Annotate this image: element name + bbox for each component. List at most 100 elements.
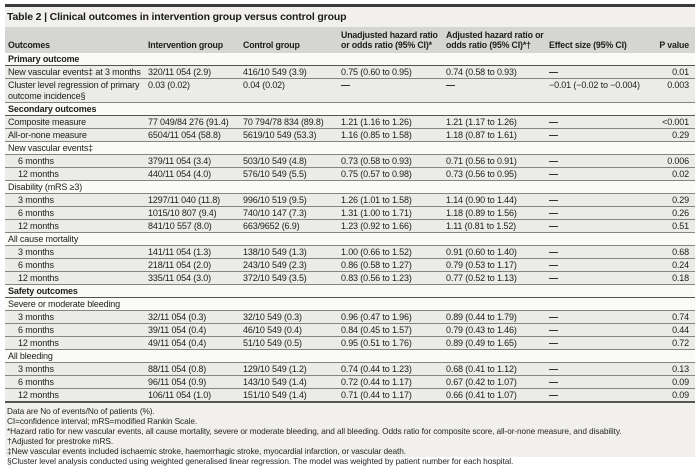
footnote-line: ‡New vascular events included ischaemic … [7,445,406,456]
data-row: 12 months 49/11 054 (0.4) 51/10 549 (0.5) 0… [5,336,695,350]
data-row: 6 months 379/11 054 (3.4) 503/10 549 (4.8)… [5,154,695,168]
outcome-label: 12 months [5,271,145,285]
cell-control: 32/10 549 (0.3) [240,310,338,324]
cell-intervention: 379/11 054 (3.4) [145,154,240,168]
cell-p-value: 0.18 [651,271,695,285]
cell-p-value: 0.51 [651,219,695,233]
cell-adjusted-ratio: — [443,78,546,103]
cell-effect-size: — [546,167,651,181]
section-label: Primary outcome [5,53,695,66]
cell-adjusted-ratio: 1.14 (0.90 to 1.44) [443,193,546,207]
cell-effect-size: — [546,193,651,207]
outcome-label: 3 months [5,193,145,207]
cell-p-value: 0.13 [651,362,695,376]
footnote-line: CI=confidence interval; mRS=modified Ran… [7,415,198,426]
cell-control: 416/10 549 (3.9) [240,65,338,79]
section-label: Safety outcomes [5,284,695,298]
outcome-label: 12 months [5,167,145,181]
data-row: New vascular events‡ at 3 months 320/11 0… [5,65,695,79]
subsection-label: All cause mortality [5,232,695,246]
outcome-label: 6 months [5,375,145,389]
cell-p-value: 0.29 [651,193,695,207]
outcome-label: All-or-none measure [5,128,145,142]
column-header-4: Adjusted hazard ratio or odds ratio (95%… [443,27,546,53]
table-panel: Table 2 | Clinical outcomes in intervent… [5,4,695,466]
cell-adjusted-ratio: 0.66 (0.41 to 1.07) [443,388,546,403]
cell-adjusted-ratio: 0.73 (0.56 to 0.95) [443,167,546,181]
cell-effect-size: — [546,245,651,259]
table-top-rule [5,4,695,7]
section-row: Secondary outcomes [5,102,695,116]
outcome-label: New vascular events‡ at 3 months [5,65,145,79]
outcome-label: 12 months [5,336,145,350]
cell-unadjusted-ratio: 1.21 (1.16 to 1.26) [338,115,443,129]
subsection-label: Severe or moderate bleeding [5,297,695,311]
data-row: 12 months 440/11 054 (4.0) 576/10 549 (5.5… [5,167,695,181]
cell-control: 70 794/78 834 (89.8) [240,115,338,129]
column-header-2: Control group [240,27,338,53]
cell-control: 129/10 549 (1.2) [240,362,338,376]
cell-unadjusted-ratio: 1.26 (1.01 to 1.58) [338,193,443,207]
footnote-line: *Hazard ratio for new vascular events, a… [7,425,622,436]
cell-effect-size: — [546,336,651,350]
column-header-5: Effect size (95% CI) [546,27,651,53]
cell-intervention: 440/11 054 (4.0) [145,167,240,181]
cell-effect-size: — [546,271,651,285]
cell-adjusted-ratio: 1.11 (0.81 to 1.52) [443,219,546,233]
outcome-label: 6 months [5,206,145,220]
cell-adjusted-ratio: 1.18 (0.89 to 1.56) [443,206,546,220]
data-row: 6 months 1015/10 807 (9.4) 740/10 147 (7.3… [5,206,695,220]
footnote-line: †Adjusted for prestroke mRS. [7,435,114,446]
cell-effect-size: — [546,388,651,403]
cell-unadjusted-ratio: 0.75 (0.60 to 0.95) [338,65,443,79]
cell-control: 663/9652 (6.9) [240,219,338,233]
outcome-label: 6 months [5,323,145,337]
data-row: 6 months 39/11 054 (0.4) 46/10 549 (0.4) 0.… [5,323,695,337]
cell-effect-size: — [546,362,651,376]
cell-p-value: <0.001 [651,115,695,129]
subsection-row: All cause mortality [5,232,695,246]
outcome-label: 3 months [5,362,145,376]
cell-unadjusted-ratio: 0.83 (0.56 to 1.23) [338,271,443,285]
cell-control: 0.04 (0.02) [240,78,338,103]
data-row: 12 months 841/10 557 (8.0) 663/9652 (6.9) 1… [5,219,695,233]
cell-control: 740/10 147 (7.3) [240,206,338,220]
outcome-label: 12 months [5,219,145,233]
table-body: Primary outcome New vascular events‡ at 3… [5,53,695,403]
cell-effect-size: — [546,128,651,142]
cell-control: 138/10 549 (1.3) [240,245,338,259]
table-footnotes: Data are No of events/No of patients (%)… [5,403,695,467]
cell-effect-size: — [546,219,651,233]
data-row: 6 months 218/11 054 (2.0) 243/10 549 (2.3)… [5,258,695,272]
cell-p-value: 0.74 [651,310,695,324]
cell-unadjusted-ratio: 0.73 (0.58 to 0.93) [338,154,443,168]
section-row: Safety outcomes [5,284,695,298]
cell-unadjusted-ratio: 0.84 (0.45 to 1.57) [338,323,443,337]
footnote-line: Data are No of events/No of patients (%)… [7,405,155,416]
cell-p-value: 0.68 [651,245,695,259]
subsection-label: New vascular events‡ [5,141,695,155]
column-header-0: Outcomes [5,27,145,53]
cell-control: 243/10 549 (2.3) [240,258,338,272]
cell-unadjusted-ratio: 1.00 (0.66 to 1.52) [338,245,443,259]
cell-adjusted-ratio: 0.71 (0.56 to 0.91) [443,154,546,168]
cell-unadjusted-ratio: 0.96 (0.47 to 1.96) [338,310,443,324]
section-label: Secondary outcomes [5,102,695,116]
subsection-label: Disability (mRS ≥3) [5,180,695,194]
data-row: 12 months 335/11 054 (3.0) 372/10 549 (3.5… [5,271,695,285]
cell-p-value: 0.09 [651,375,695,389]
outcome-label: 3 months [5,310,145,324]
cell-unadjusted-ratio: — [338,78,443,103]
cell-effect-size: — [546,115,651,129]
data-row: 6 months 96/11 054 (0.9) 143/10 549 (1.4) 0… [5,375,695,389]
cell-unadjusted-ratio: 0.72 (0.44 to 1.17) [338,375,443,389]
outcome-label: Cluster level regression of primary outc… [5,78,145,103]
column-header-3: Unadjusted hazard ratio or odds ratio (9… [338,27,443,53]
data-row: 3 months 141/11 054 (1.3) 138/10 549 (1.3)… [5,245,695,259]
cell-intervention: 96/11 054 (0.9) [145,375,240,389]
cell-intervention: 77 049/84 276 (91.4) [145,115,240,129]
data-row: 3 months 88/11 054 (0.8) 129/10 549 (1.2) 0… [5,362,695,376]
cell-p-value: 0.01 [651,65,695,79]
cell-intervention: 841/10 557 (8.0) [145,219,240,233]
cell-p-value: 0.24 [651,258,695,272]
